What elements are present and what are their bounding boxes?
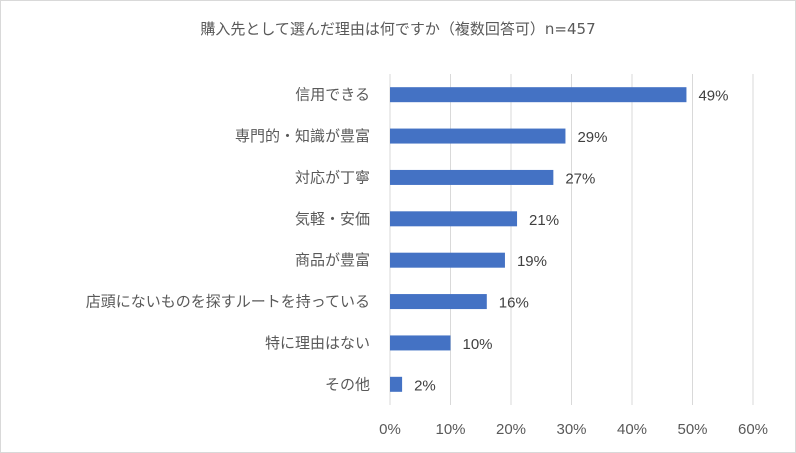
bar [390, 376, 403, 392]
category-label: その他 [325, 375, 370, 393]
category-label: 店頭にないものを探すルートを持っている [86, 293, 370, 311]
x-tick-label: 20% [496, 421, 526, 438]
bars [390, 87, 687, 392]
bar [390, 169, 554, 185]
x-tick-label: 50% [677, 421, 707, 438]
category-label: 対応が丁寧 [295, 168, 370, 186]
gridlines [389, 74, 754, 405]
bar [390, 335, 451, 351]
data-label: 49% [698, 88, 728, 105]
category-label: 特に理由はない [265, 334, 370, 352]
chart-title: 購入先として選んだ理由は何ですか（複数回答可）n=457 [200, 20, 596, 38]
data-label: 27% [565, 170, 595, 187]
x-tick-label: 60% [738, 421, 768, 438]
data-label: 10% [463, 336, 493, 353]
data-label: 21% [529, 212, 559, 229]
data-label: 29% [577, 129, 607, 146]
x-tick-label: 10% [435, 421, 465, 438]
bar [390, 252, 505, 268]
x-tick-label: 30% [556, 421, 586, 438]
data-label: 2% [414, 377, 436, 394]
bar [390, 294, 487, 310]
labels: 0% 10% 20% 30% 40% 50% 60% 信用できる 49% 専門的・知識が豊富 29%… [86, 86, 768, 438]
data-label: 19% [517, 253, 547, 270]
data-label: 16% [499, 295, 529, 312]
bar [390, 87, 687, 103]
x-tick-label: 0% [379, 421, 401, 438]
category-label: 専門的・知識が豊富 [235, 127, 370, 145]
category-label: 信用できる [295, 86, 370, 104]
category-label: 気軽・安価 [295, 210, 370, 228]
x-tick-label: 40% [617, 421, 647, 438]
bar [390, 211, 518, 227]
category-label: 商品が豊富 [295, 251, 370, 269]
bar [390, 128, 566, 144]
